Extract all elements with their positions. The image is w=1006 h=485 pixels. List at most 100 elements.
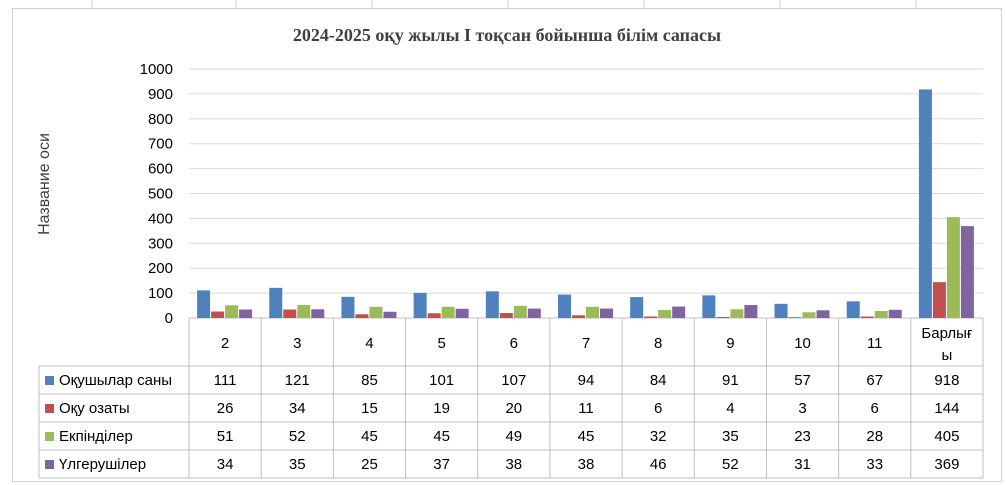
- bar: [369, 306, 383, 318]
- legend-key: [45, 376, 54, 385]
- bar: [860, 316, 874, 318]
- bar: [874, 311, 888, 318]
- y-tick-label: 400: [148, 210, 173, 227]
- data-value: 35: [289, 456, 306, 473]
- y-tick-label: 100: [148, 285, 173, 302]
- data-value: 6: [871, 400, 879, 417]
- data-value: 45: [433, 428, 450, 445]
- bar: [600, 308, 613, 318]
- data-value: 20: [505, 400, 522, 417]
- data-value: 49: [505, 428, 522, 445]
- bar: [644, 316, 658, 318]
- data-value: 25: [361, 456, 378, 473]
- bar: [816, 310, 830, 318]
- bar: [630, 297, 644, 318]
- series-name: Екпінділер: [59, 428, 133, 445]
- data-value: 57: [794, 372, 811, 389]
- bar: [513, 305, 527, 318]
- data-value: 3: [798, 400, 806, 417]
- bar: [485, 291, 499, 318]
- bar: [888, 309, 902, 318]
- data-value: 11: [578, 400, 594, 417]
- bar: [932, 282, 946, 318]
- bar: [211, 311, 225, 318]
- bar: [744, 305, 758, 318]
- data-value: 28: [866, 428, 883, 445]
- bar: [918, 89, 932, 318]
- category-label: 8: [654, 335, 662, 352]
- data-value: 15: [361, 400, 378, 417]
- chart-area[interactable]: 2024-2025 оқу жылы І тоқсан бойынша білі…: [12, 8, 1002, 482]
- category-label: 6: [510, 335, 518, 352]
- data-value: 144: [934, 400, 959, 417]
- data-value: 26: [217, 400, 234, 417]
- bar: [788, 317, 802, 318]
- bar: [283, 309, 297, 318]
- y-tick-label: 600: [148, 161, 173, 178]
- bar: [269, 287, 283, 318]
- bars: [197, 89, 974, 318]
- data-value: 35: [722, 428, 739, 445]
- y-axis-label: Название оси: [36, 133, 53, 235]
- bar: [427, 313, 441, 318]
- bar: [197, 290, 211, 318]
- series-name: Оқушылар саны: [59, 372, 172, 389]
- data-value: 101: [429, 372, 454, 389]
- data-value: 31: [794, 456, 811, 473]
- category-label: 2: [221, 335, 229, 352]
- bar: [702, 295, 716, 318]
- data-value: 4: [726, 400, 734, 417]
- data-value: 91: [722, 372, 739, 389]
- legend-key: [45, 404, 54, 413]
- bar: [441, 306, 455, 318]
- bar: [960, 226, 974, 318]
- bar: [455, 308, 469, 318]
- data-value: 111: [214, 372, 237, 389]
- y-tick-label: 0: [165, 310, 173, 327]
- y-tick-label: 500: [148, 186, 173, 203]
- y-tick-label: 300: [148, 235, 173, 252]
- bar: [572, 315, 585, 318]
- data-value: 45: [578, 428, 595, 445]
- data-value: 369: [934, 456, 959, 473]
- data-value: 94: [578, 372, 595, 389]
- bar: [774, 303, 788, 318]
- bar: [716, 317, 730, 318]
- bar: [672, 306, 686, 318]
- data-value: 84: [650, 372, 667, 389]
- bar: [527, 308, 541, 318]
- y-tick-label: 700: [148, 136, 173, 153]
- bar: [383, 311, 397, 318]
- data-value: 32: [650, 428, 667, 445]
- legend-key: [45, 432, 54, 441]
- gridlines: [189, 68, 983, 319]
- data-value: 52: [289, 428, 306, 445]
- category-label: 5: [437, 335, 445, 352]
- data-value: 19: [433, 400, 450, 417]
- category-label: 9: [726, 335, 734, 352]
- bar-chart: 2024-2025 оқу жылы І тоқсан бойынша білі…: [36, 25, 984, 479]
- data-value: 45: [361, 428, 378, 445]
- data-value: 38: [505, 456, 522, 473]
- chart-title: 2024-2025 оқу жылы І тоқсан бойынша білі…: [293, 25, 721, 45]
- bar: [802, 312, 816, 318]
- bar: [586, 306, 599, 318]
- data-value: 34: [289, 400, 306, 417]
- data-value: 52: [722, 456, 739, 473]
- bar: [311, 309, 325, 318]
- bar: [413, 292, 427, 318]
- y-axis-ticks: 0 100 200 300 400 500 600 700 800 900 1000: [140, 61, 173, 327]
- category-label: 10: [794, 335, 811, 352]
- y-tick-label: 1000: [140, 61, 173, 78]
- data-value: 121: [285, 372, 310, 389]
- data-value: 33: [866, 456, 883, 473]
- bar: [946, 217, 960, 318]
- category-label: 11: [867, 335, 883, 352]
- data-value: 23: [794, 428, 811, 445]
- legend-key: [45, 460, 54, 469]
- series-name: Үлгерушілер: [59, 456, 146, 473]
- data-value: 46: [650, 456, 667, 473]
- bar: [239, 309, 253, 318]
- data-value: 405: [934, 428, 959, 445]
